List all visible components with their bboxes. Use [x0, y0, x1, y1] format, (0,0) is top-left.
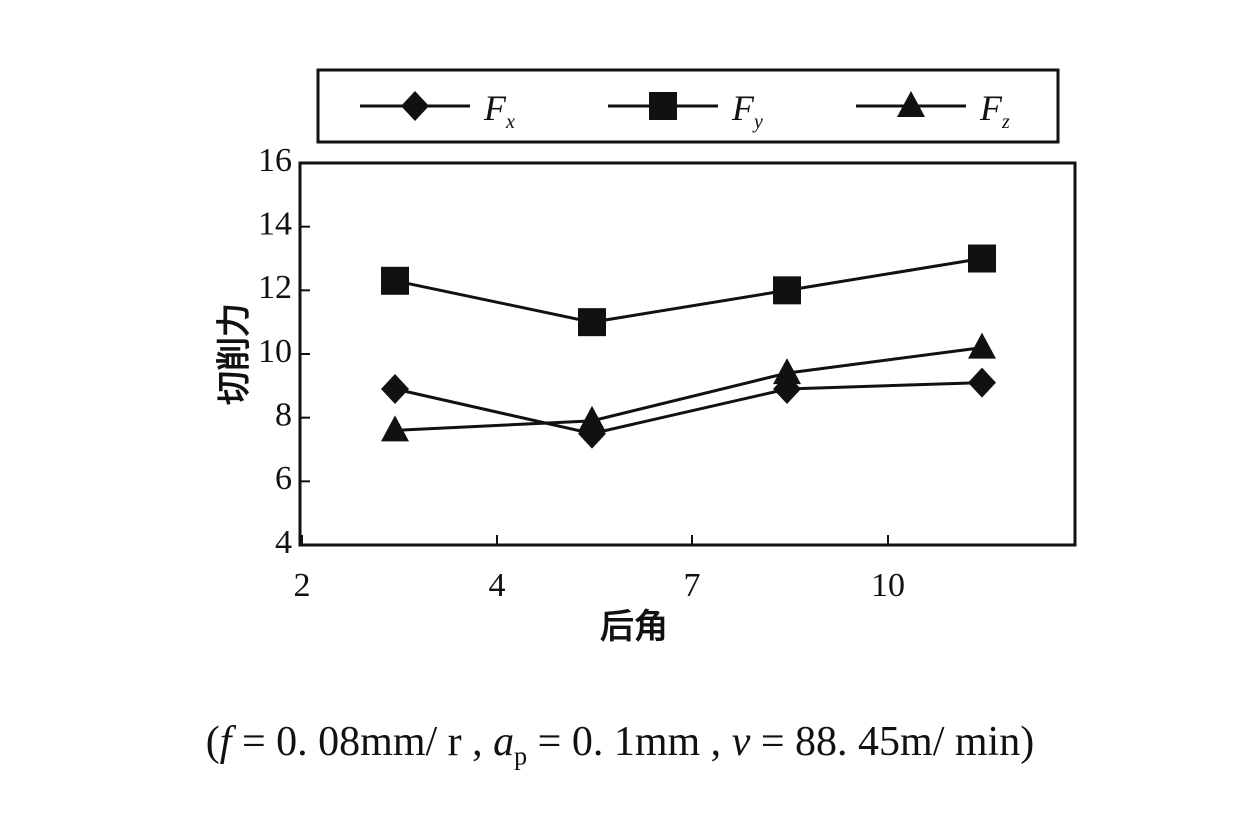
data-point-fz — [968, 332, 996, 359]
legend-label-main: F — [731, 88, 755, 128]
legend-box — [316, 68, 1060, 144]
data-point-fy — [773, 276, 801, 305]
caption-ap-var: a — [493, 719, 515, 765]
legend-label-fz: Fz — [979, 88, 1010, 133]
y-tick-label: 10 — [258, 333, 292, 370]
legend-label-sub: x — [505, 111, 515, 133]
data-point-fy — [968, 244, 996, 273]
y-axis-title: 切削力 — [215, 303, 255, 405]
legend-marker-fx — [401, 91, 429, 121]
series-line-fx — [394, 381, 983, 436]
caption-f-value: = 0. 08mm/ r , — [231, 719, 494, 765]
legend-marker-fy — [649, 92, 677, 120]
data-point-fy — [578, 308, 606, 337]
plot-area — [298, 161, 1077, 547]
caption-v-value: = 88. 45m/ min) — [750, 719, 1035, 765]
legend-marker-fz — [897, 91, 925, 117]
caption-open: ( — [205, 719, 220, 765]
legend-label-fy: Fy — [731, 88, 763, 133]
chart-caption: (f = 0. 08mm/ r , ap = 0. 1mm , v = 88. … — [0, 718, 1240, 771]
legend-label-main: F — [979, 88, 1003, 128]
y-tick-label: 16 — [258, 142, 292, 179]
y-tick-label: 4 — [275, 524, 292, 561]
data-point-fx — [381, 374, 409, 405]
series-line-fy — [394, 257, 983, 324]
y-tick-label: 8 — [275, 396, 292, 433]
x-tick-label: 4 — [489, 567, 506, 604]
series-line-fz — [394, 346, 983, 432]
caption-ap-sub: p — [514, 741, 528, 771]
caption-ap-value: = 0. 1mm , — [527, 719, 732, 765]
data-point-fy — [381, 266, 409, 295]
y-tick-label: 6 — [275, 460, 292, 497]
caption-v-var: v — [731, 719, 751, 765]
data-point-fz — [578, 405, 606, 432]
x-tick-label: 2 — [294, 567, 311, 604]
x-tick-label: 10 — [871, 567, 905, 604]
legend-label-fx: Fx — [483, 88, 515, 133]
y-tick-label: 14 — [258, 205, 292, 242]
data-point-fx — [968, 367, 996, 398]
y-tick-label: 12 — [258, 269, 292, 306]
x-axis-title: 后角 — [600, 607, 668, 647]
legend-label-sub: z — [1001, 111, 1010, 133]
legend-label-sub: y — [752, 111, 763, 133]
x-tick-label: 7 — [684, 567, 701, 604]
data-point-fz — [381, 415, 409, 442]
data-point-fz — [773, 358, 801, 385]
caption-f-var: f — [219, 719, 232, 765]
legend-label-main: F — [483, 88, 507, 128]
